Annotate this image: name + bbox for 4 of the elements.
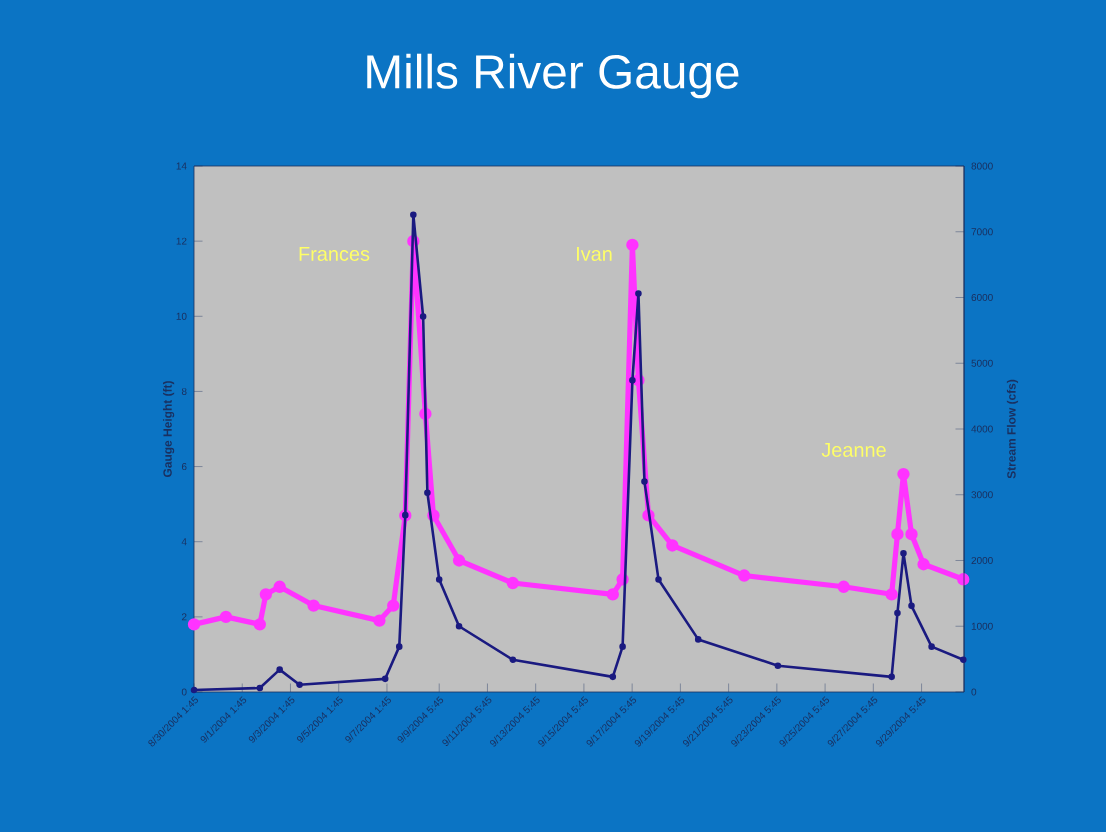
- chart-title: Mills River Gauge: [367, 53, 739, 99]
- annotation: Jeanne: [821, 443, 886, 457]
- annotation: Ivan: [577, 247, 612, 261]
- annotation: Frances: [299, 247, 370, 261]
